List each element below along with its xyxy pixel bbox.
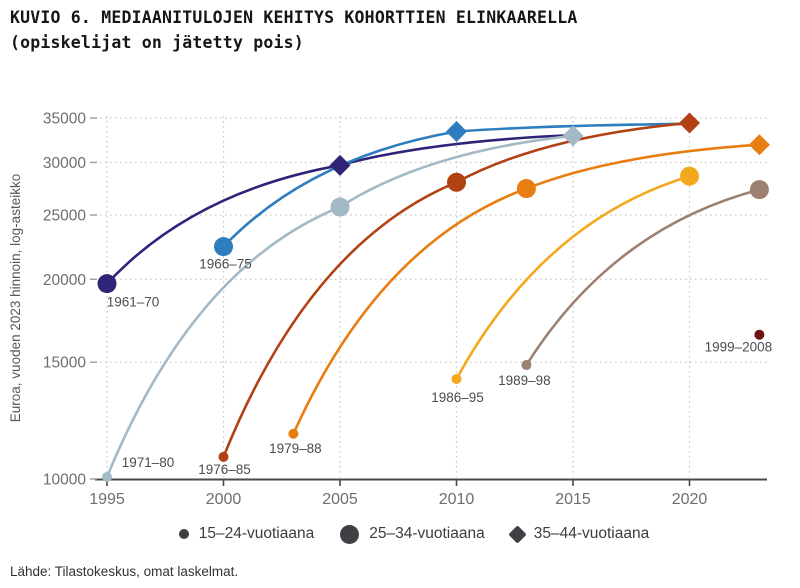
marker-small-1976–85-2000 [218, 451, 229, 462]
cohort-label-1999–2008: 1999–2008 [705, 340, 773, 355]
legend-label: 15–24-vuotiaana [198, 525, 315, 542]
y-tick-label-20000: 20000 [43, 272, 86, 289]
marker-diamond-1976–85-2020 [679, 112, 700, 134]
source-note: Lähde: Tilastokeskus, omat laskelmat. [10, 564, 239, 579]
legend-item-diamond: 35–44-vuotiaana [508, 524, 650, 544]
legend-marker-small-icon [178, 529, 189, 539]
marker-large-1979–88-2013 [516, 179, 536, 199]
y-axis-title: Euroa, vuoden 2023 hinnoin, log-asteikko [8, 174, 23, 422]
y-tick-label-35000: 35000 [43, 111, 86, 128]
x-tick-label-2000: 2000 [206, 491, 242, 508]
marker-large-1989–98-2023 [749, 180, 769, 200]
series-line-1989–98 [525, 188, 761, 367]
marker-small-1999–2008-2023 [754, 329, 765, 340]
marker-small-1971–80-1995 [102, 471, 112, 482]
gridlines [95, 116, 767, 477]
marker-large-1986–95-2020 [680, 166, 699, 186]
series-line-1976–85 [222, 121, 691, 459]
cohort-labels: 1961–70 1966–75 1971–80 1976–85 1979–88 1986–… [107, 257, 772, 477]
cohort-label-1966–75: 1966–75 [199, 257, 252, 272]
marker-large-1976–85-2010 [447, 172, 466, 192]
series-markers [97, 112, 770, 482]
marker-diamond-1979–88-2023 [748, 134, 770, 156]
chart-title: KUVIO 6. MEDIAANITULOJEN KEHITYS KOHORTT… [10, 5, 578, 55]
cohort-label-1961–70: 1961–70 [107, 295, 160, 310]
axes: 1995 2000 2005 2010 2015 2020 10000 15000 20000 2… [43, 111, 767, 508]
chart-legend: 15–24-vuotiaana 25–34-vuotiaana 35–44-vuot… [0, 519, 800, 549]
x-tick-label-2005: 2005 [322, 491, 358, 508]
legend-marker-diamond-icon [508, 524, 527, 544]
legend-label: 25–34-vuotiaana [369, 525, 485, 542]
marker-large-1966–75-2000 [214, 237, 233, 257]
series-lines [105, 121, 761, 479]
marker-small-1989–98-2013 [521, 360, 532, 371]
cohort-label-1971–80: 1971–80 [122, 455, 175, 470]
y-tick-label-25000: 25000 [43, 207, 86, 224]
chart-title-line1: KUVIO 6. MEDIAANITULOJEN KEHITYS KOHORTT… [10, 8, 578, 27]
legend-label: 35–44-vuotiaana [533, 525, 650, 542]
chart-plot-area: 1995 2000 2005 2010 2015 2020 10000 15000 20000 2… [8, 111, 772, 508]
legend-marker-large-icon [340, 524, 360, 544]
marker-large-1971–80-2005 [330, 197, 350, 217]
marker-small-1986–95-2010 [451, 373, 462, 384]
series-line-1971–80 [105, 134, 575, 479]
cohort-label-1976–85: 1976–85 [198, 462, 251, 477]
cohort-label-1986–95: 1986–95 [431, 390, 484, 405]
legend-item-large: 25–34-vuotiaana [340, 524, 485, 544]
x-tick-label-2020: 2020 [672, 491, 708, 508]
x-tick-label-2015: 2015 [555, 491, 591, 508]
marker-small-1979–88-2003 [288, 428, 299, 439]
chart-title-line2: (opiskelijat on jätetty pois) [10, 33, 304, 52]
y-tick-label-30000: 30000 [43, 155, 86, 172]
y-tick-label-10000: 10000 [43, 472, 86, 489]
x-tick-label-1995: 1995 [89, 491, 125, 508]
marker-diamond-1961–70-2005 [329, 154, 351, 176]
cohort-label-1989–98: 1989–98 [498, 373, 551, 388]
marker-large-1961–70-1995 [97, 274, 117, 294]
marker-diamond-1971–80-2015 [562, 125, 584, 147]
x-tick-label-2010: 2010 [439, 491, 475, 508]
y-tick-label-15000: 15000 [43, 355, 86, 372]
series-line-1986–95 [455, 174, 691, 381]
marker-diamond-1966–75-2010 [446, 120, 467, 142]
cohort-label-1979–88: 1979–88 [269, 441, 322, 456]
legend-item-small: 15–24-vuotiaana [178, 525, 315, 543]
